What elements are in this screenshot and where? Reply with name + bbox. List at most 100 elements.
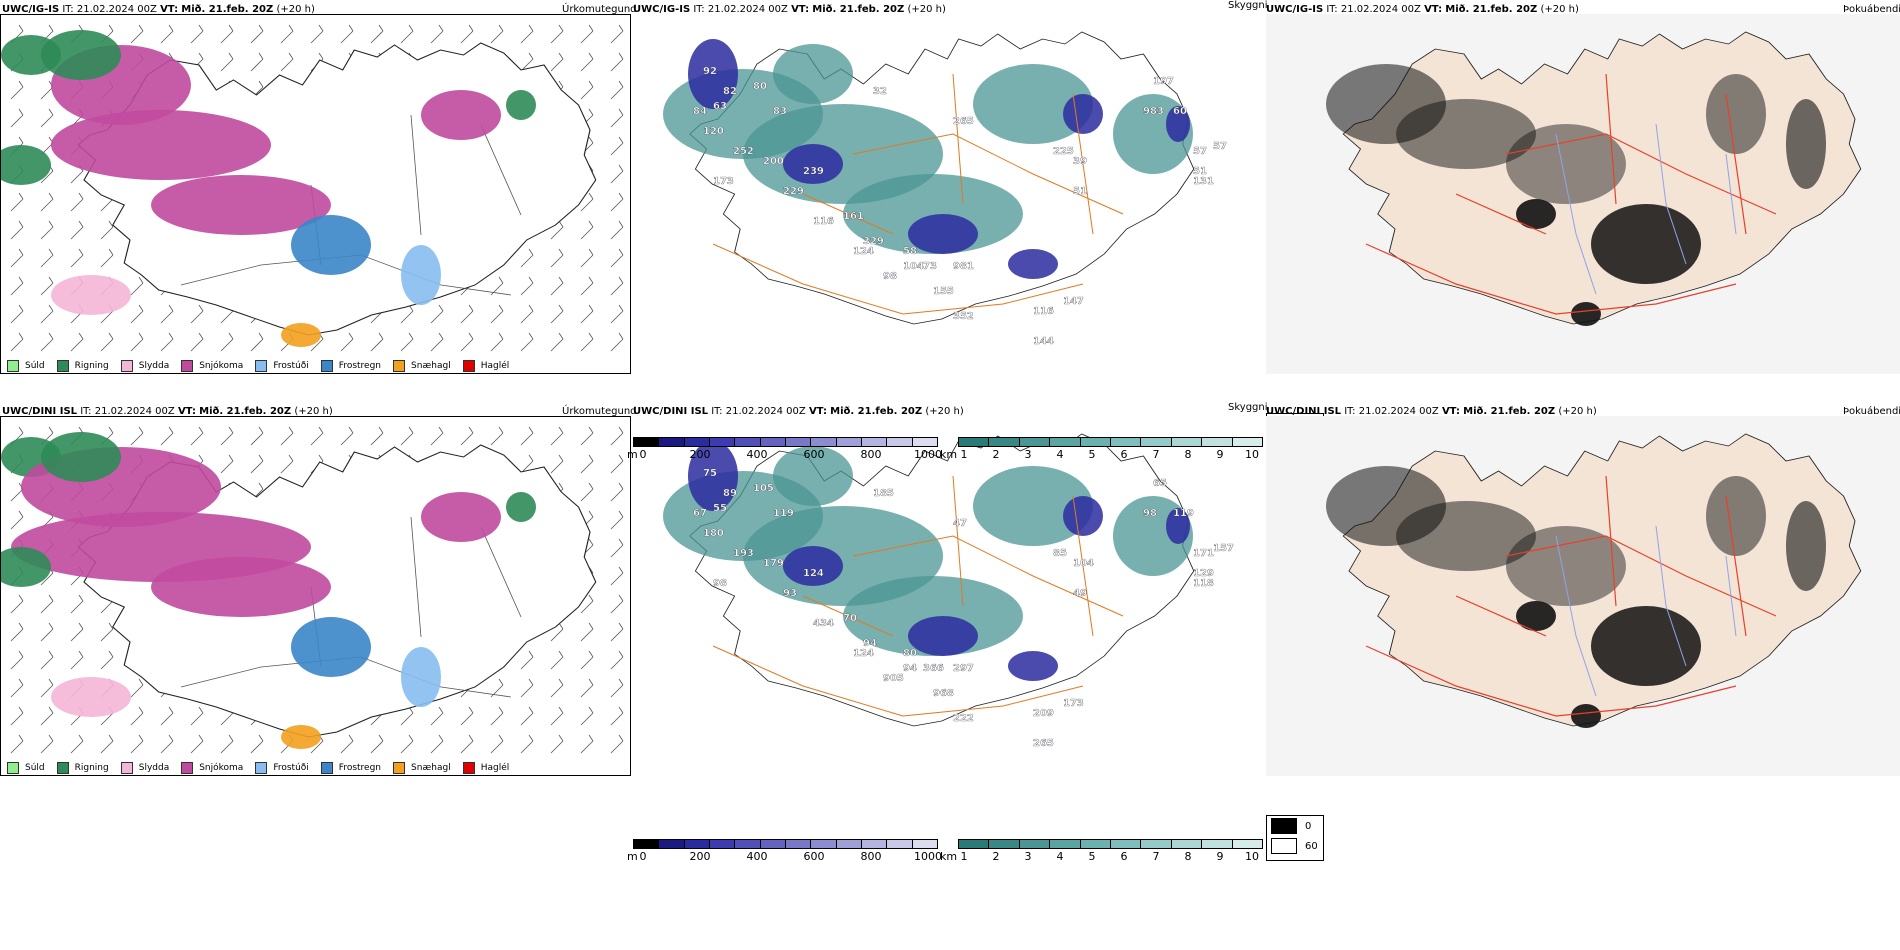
scale-tick: 600 [803, 448, 825, 461]
scale-tick: 6 [1120, 448, 1128, 461]
wind-barb [100, 248, 114, 268]
model-name: UWC/DINI ISL [633, 406, 709, 417]
precip-area [151, 175, 331, 235]
fog-legend-swatch [1271, 838, 1297, 854]
road-network [1365, 475, 1777, 717]
scale-tick: 9 [1216, 850, 1224, 863]
cloud-base-label: 49 [1073, 588, 1087, 599]
scale-step [1111, 840, 1142, 848]
wind-barb [130, 678, 144, 698]
panel-header: UWC/IG-IS IT: 21.02.2024 00Z VT: Mið. 21… [2, 4, 315, 16]
visibility-map: 75 89 105 55 67 119 180 193 179 98 93 124 434 70 124 94… [633, 416, 1263, 776]
wind-barb [160, 24, 174, 44]
wind-barb [490, 426, 504, 446]
wind-barb [70, 220, 84, 240]
wind-barb [430, 332, 444, 352]
wind-barb [130, 332, 144, 352]
wind-barb [10, 108, 24, 128]
wind-barb [220, 426, 234, 446]
road-network [1365, 73, 1777, 315]
cloud-base-label: 124 [803, 568, 824, 579]
scale-step [887, 438, 913, 446]
cloud-base-label: 225 [1053, 146, 1074, 157]
wind-barb [40, 734, 54, 754]
wind-barb [460, 734, 474, 754]
scale-step [709, 840, 736, 848]
wind-barb [580, 622, 594, 642]
wind-barb [610, 276, 624, 296]
height-scale: m 0 200 400 600 800 1000 [627, 839, 942, 863]
scale-step [684, 840, 710, 848]
model-name: UWC/DINI ISL [1266, 406, 1342, 417]
wind-barb [520, 52, 534, 72]
scale-step [912, 840, 937, 848]
cloud-base-label: 161 [843, 211, 864, 222]
wind-barb [310, 24, 324, 44]
legend-item: Rigning [56, 762, 109, 774]
river-network [1555, 525, 1737, 697]
scale-step [634, 840, 660, 848]
valid-time: Mið. 21.feb. 20Z [181, 4, 274, 15]
legend-label: Súld [25, 763, 45, 773]
cloud-base-label: 98 [1143, 508, 1157, 519]
wind-barb [340, 734, 354, 754]
cloud-base-label: 104 [903, 261, 924, 272]
scale-step [811, 840, 837, 848]
scale-step [785, 438, 812, 446]
cloud-base-label: 200 [763, 156, 784, 167]
cloud-base-label: 82 [723, 86, 737, 97]
scale-step [760, 438, 786, 446]
scale-tick: 400 [746, 448, 768, 461]
precip-area [51, 275, 131, 315]
wind-barb [130, 24, 144, 44]
precip-area [506, 492, 536, 522]
valid-time: Mið. 21.feb. 20Z [1463, 406, 1556, 417]
fog-area [1516, 601, 1556, 631]
fog-area [1396, 99, 1536, 169]
forecast-row: Súld Rigning Slydda Snjókoma Frostúði Frostre… [0, 402, 1900, 777]
wind-barb [610, 136, 624, 156]
wind-barb [310, 426, 324, 446]
legend-swatch [181, 360, 194, 372]
wind-barb [10, 248, 24, 268]
scale-tick: 1000 [914, 448, 942, 461]
scale-step [1232, 438, 1263, 446]
cloud-base-label: 197 [1153, 76, 1174, 87]
wind-barb [580, 304, 594, 324]
height-scale-bar [633, 839, 938, 849]
scale-tick: 200 [689, 850, 711, 863]
wind-barb [190, 734, 204, 754]
fog-indicator-map [1266, 14, 1900, 374]
wind-barb [250, 454, 264, 474]
scale-step [785, 840, 812, 848]
wind-barb [580, 80, 594, 100]
precip-area [1, 547, 51, 587]
wind-barb [610, 566, 624, 586]
legend-item: Slydda [120, 762, 169, 774]
wind-barb [130, 426, 144, 446]
cloud-base-label: 73 [923, 261, 937, 272]
wind-barb [10, 220, 24, 240]
scale-step [861, 840, 888, 848]
precip-area [281, 725, 321, 749]
scale-tick: 6 [1120, 850, 1128, 863]
scale-step [1141, 840, 1172, 848]
wind-barb [610, 734, 624, 754]
lead-time: (+20 h) [1558, 406, 1597, 417]
legend-label: Súld [25, 361, 45, 371]
scale-tick: 10 [1245, 448, 1259, 461]
cloud-base-label: 47 [953, 518, 967, 529]
scale-step [1111, 438, 1142, 446]
wind-barb [520, 706, 534, 726]
wind-barb [160, 706, 174, 726]
cloud-base-label: 118 [1193, 578, 1214, 589]
wind-barb [490, 706, 504, 726]
lead-time: (+20 h) [907, 4, 946, 15]
road-network [712, 73, 1124, 315]
low-visibility-area [773, 446, 853, 506]
wind-barb [520, 734, 534, 754]
init-time: IT: 21.02.2024 00Z [693, 4, 788, 15]
scale-step [634, 438, 660, 446]
scale-tick: 1000 [914, 850, 942, 863]
visibility-map: 92 82 80 63 84 83 120 252 200 173 229 239 116 161 124 3… [633, 14, 1263, 374]
